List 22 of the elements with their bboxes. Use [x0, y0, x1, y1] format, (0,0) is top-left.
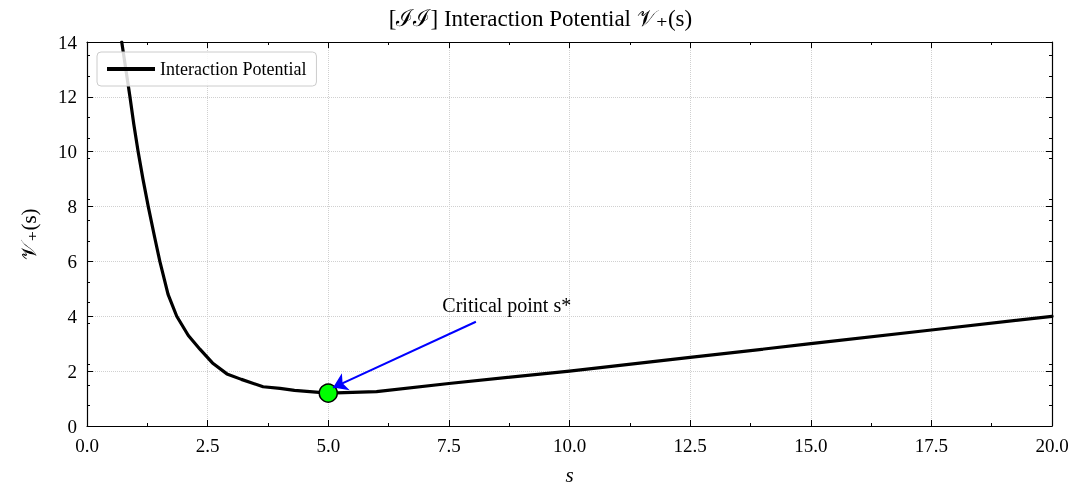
x-tick-label: 12.5	[673, 435, 707, 456]
y-tick-label: 14	[58, 31, 78, 53]
x-tick-label: 10.0	[552, 435, 587, 456]
y-tick-label: 8	[67, 196, 77, 218]
annotation: Critical point s*	[442, 294, 572, 318]
y-tick-label: 6	[67, 250, 77, 272]
chart-title: [ℐℐ] Interaction Potential 𝒱₊(s)	[388, 6, 693, 31]
y-axis-title: 𝒱₊(s)	[16, 208, 41, 260]
x-tick-label: 2.5	[195, 435, 220, 456]
y-tick-label: 4	[67, 305, 78, 327]
x-tick-label: 20.0	[1035, 435, 1069, 456]
x-tick-label: 7.5	[437, 435, 461, 456]
y-tick-label: 12	[58, 86, 77, 108]
y-tick-label: 0	[67, 415, 77, 437]
y-tick-label: 2	[67, 360, 77, 382]
x-axis-title: s	[565, 462, 574, 487]
x-tick-label: 15.0	[794, 435, 828, 456]
x-tick-label: 0.0	[75, 435, 99, 456]
x-tick-label: 17.5	[914, 435, 948, 456]
x-tick-label: 5.0	[316, 435, 341, 456]
legend-label: Interaction Potential	[160, 59, 307, 79]
y-tick-label: 10	[58, 141, 77, 163]
